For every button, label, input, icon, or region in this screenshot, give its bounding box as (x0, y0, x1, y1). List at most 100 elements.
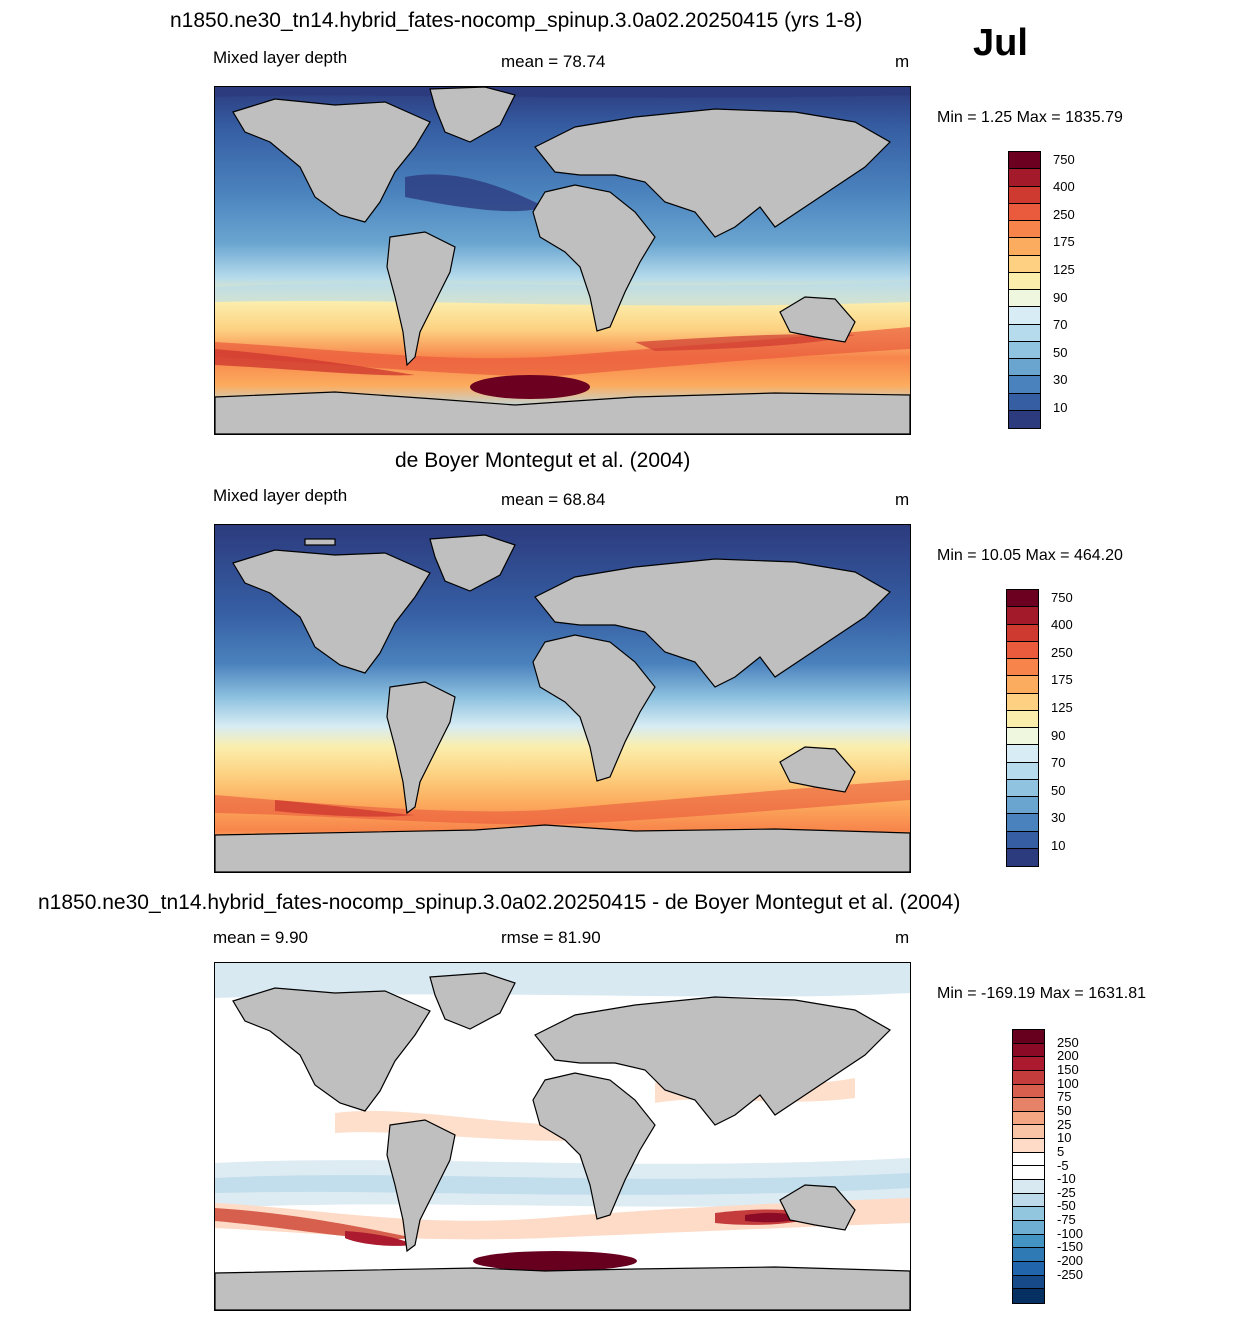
colorbar-cell (1013, 1275, 1044, 1290)
colorbar-label: 25 (1057, 1116, 1072, 1132)
colorbar-cell (1009, 290, 1040, 308)
colorbar-cell (1009, 272, 1040, 290)
colorbar-cell (1013, 1084, 1044, 1099)
colorbar-cell (1009, 376, 1040, 394)
colorbar-cell (1009, 410, 1040, 428)
colorbar-cell (1009, 255, 1040, 273)
panel2-title: de Boyer Montegut et al. (2004) (395, 449, 691, 472)
colorbar-label: 250 (1057, 1034, 1079, 1050)
colorbar-label: 50 (1053, 344, 1068, 360)
panel1-map (214, 86, 911, 435)
panel1-title: n1850.ne30_tn14.hybrid_fates-nocomp_spin… (170, 9, 863, 32)
colorbar-cell (1007, 693, 1038, 711)
panel2-map (214, 524, 911, 873)
colorbar-cell (1013, 1220, 1044, 1235)
panel3-minmax: Min = -169.19 Max = 1631.81 (937, 985, 1147, 1002)
colorbar-label: 125 (1053, 262, 1075, 278)
colorbar-cell (1007, 624, 1038, 642)
colorbar-label: 5 (1057, 1143, 1065, 1159)
colorbar-label: 30 (1053, 372, 1068, 388)
colorbar-cell (1007, 779, 1038, 797)
colorbar-cell (1007, 607, 1038, 625)
colorbar-cell (1013, 1289, 1044, 1303)
panel3-title: n1850.ne30_tn14.hybrid_fates-nocomp_spin… (38, 891, 961, 914)
colorbar-cell (1007, 710, 1038, 728)
colorbar-label: -150 (1057, 1239, 1084, 1255)
colorbar-cell (1013, 1030, 1044, 1044)
colorbar-label: 400 (1051, 617, 1073, 633)
colorbar-cell (1007, 641, 1038, 659)
colorbar-cell (1007, 745, 1038, 763)
colorbar-label: 10 (1057, 1130, 1072, 1146)
colorbar-cell (1009, 152, 1040, 170)
colorbar-cell (1013, 1057, 1044, 1071)
colorbar-label: 10 (1053, 400, 1068, 416)
colorbar-cell (1007, 590, 1038, 608)
panel2-field-label: Mixed layer depth (213, 486, 348, 505)
colorbar-label: 70 (1051, 755, 1066, 771)
colorbar-label: 30 (1051, 810, 1066, 826)
panel3-colorbar (1012, 1029, 1045, 1304)
colorbar-cell (1013, 1125, 1044, 1140)
panel2-mean: mean = 68.84 (501, 490, 606, 509)
panel3-map (214, 962, 911, 1311)
colorbar-cell (1007, 814, 1038, 832)
panel3-units: m (895, 928, 910, 947)
colorbar-cell (1009, 341, 1040, 359)
panel1-field-label: Mixed layer depth (213, 48, 348, 67)
panel3-mean: mean = 9.90 (213, 928, 308, 947)
colorbar-cell (1007, 659, 1038, 677)
colorbar-cell (1009, 238, 1040, 256)
colorbar-label: 125 (1051, 700, 1073, 716)
colorbar-label: -200 (1057, 1253, 1084, 1269)
colorbar-cell (1013, 1098, 1044, 1112)
colorbar-cell (1009, 307, 1040, 325)
colorbar-label: 150 (1057, 1061, 1079, 1077)
colorbar-label: -5 (1057, 1157, 1069, 1173)
colorbar-label: 175 (1053, 234, 1075, 250)
colorbar-cell (1013, 1234, 1044, 1249)
colorbar-cell (1007, 831, 1038, 849)
colorbar-label: 70 (1053, 317, 1068, 333)
colorbar-label: -50 (1057, 1198, 1076, 1214)
panel1-mean: mean = 78.74 (501, 52, 606, 71)
colorbar-label: 400 (1053, 179, 1075, 195)
colorbar-cell (1007, 728, 1038, 746)
colorbar-label: 50 (1051, 782, 1066, 798)
colorbar-label: 750 (1053, 151, 1075, 167)
colorbar-label: -25 (1057, 1184, 1076, 1200)
panel2-units: m (895, 490, 910, 509)
month-label: Jul (973, 22, 1028, 64)
panel2-colorbar (1006, 589, 1039, 867)
colorbar-label: -100 (1057, 1225, 1084, 1241)
colorbar-cell (1013, 1111, 1044, 1126)
colorbar-cell (1009, 359, 1040, 377)
colorbar-cell (1007, 676, 1038, 694)
colorbar-label: 75 (1057, 1089, 1072, 1105)
colorbar-cell (1013, 1207, 1044, 1221)
colorbar-cell (1013, 1043, 1044, 1058)
colorbar-cell (1013, 1070, 1044, 1085)
colorbar-cell (1013, 1166, 1044, 1181)
colorbar-cell (1009, 203, 1040, 221)
colorbar-label: 50 (1057, 1102, 1072, 1118)
colorbar-cell (1013, 1193, 1044, 1208)
colorbar-label: 250 (1051, 644, 1073, 660)
colorbar-label: 750 (1051, 589, 1073, 605)
colorbar-cell (1009, 324, 1040, 342)
panel1-units: m (895, 52, 910, 71)
colorbar-cell (1013, 1139, 1044, 1153)
colorbar-label: 250 (1053, 206, 1075, 222)
colorbar-label: 90 (1051, 727, 1066, 743)
colorbar-cell (1009, 393, 1040, 411)
colorbar-label: 200 (1057, 1048, 1079, 1064)
colorbar-cell (1013, 1180, 1044, 1194)
colorbar-label: 10 (1051, 838, 1066, 854)
colorbar-cell (1007, 848, 1038, 866)
colorbar-cell (1009, 221, 1040, 239)
colorbar-label: -10 (1057, 1171, 1076, 1187)
colorbar-label: 175 (1051, 672, 1073, 688)
colorbar-cell (1013, 1261, 1044, 1276)
colorbar-cell (1007, 797, 1038, 815)
colorbar-cell (1013, 1248, 1044, 1262)
